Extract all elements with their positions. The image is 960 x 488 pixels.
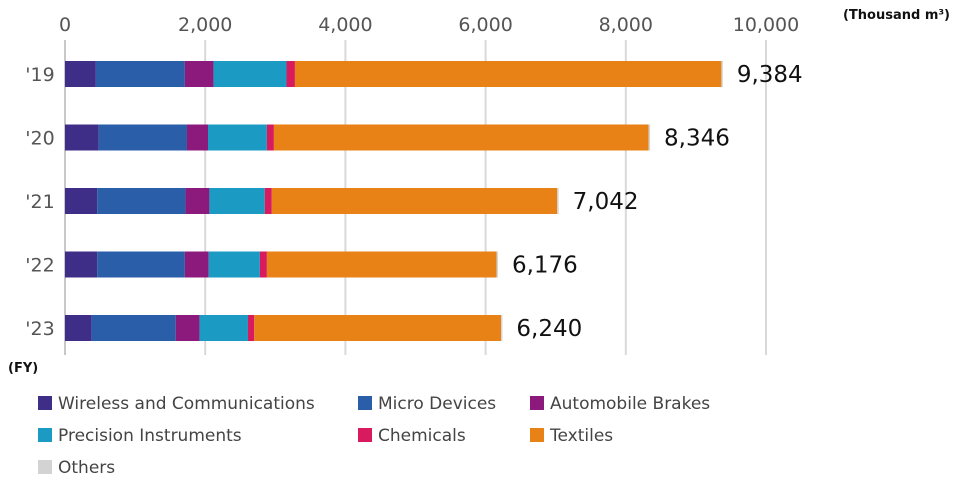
bar-segment <box>259 251 267 278</box>
legend-label: Automobile Brakes <box>550 394 710 414</box>
category-labels: '19 '20 '21 '22 '23 <box>25 64 54 340</box>
bar-segment <box>175 315 200 341</box>
bar-segment <box>273 124 649 151</box>
bar-segment <box>95 61 185 87</box>
x-tick-label: 2,000 <box>178 14 232 36</box>
x-tick-label: 4,000 <box>318 14 372 36</box>
category-label: '22 <box>25 255 54 277</box>
bar-segment <box>557 188 559 214</box>
bar-segment <box>186 124 209 151</box>
legend-label: Wireless and Communications <box>58 394 315 414</box>
bar-segment <box>209 188 265 214</box>
legend-swatch <box>38 428 52 442</box>
legend-item: Wireless and Communications <box>38 394 315 414</box>
bar-segment <box>496 251 498 278</box>
total-label: 7,042 <box>573 189 639 215</box>
legend-swatch <box>358 396 372 410</box>
bar-segment <box>184 251 209 278</box>
category-label: '20 <box>25 128 54 150</box>
bar-segment <box>208 124 267 151</box>
bar-segment <box>648 124 651 151</box>
total-label: 8,346 <box>664 126 730 152</box>
legend-item: Micro Devices <box>358 394 496 414</box>
bar-segment <box>264 188 272 214</box>
legend-item: Chemicals <box>358 426 466 446</box>
bar-segment <box>185 188 210 214</box>
legend-item: Automobile Brakes <box>530 394 710 414</box>
legend-item: Precision Instruments <box>38 426 242 446</box>
bar-segment <box>208 251 260 278</box>
bar-segment <box>91 315 176 341</box>
bar-segment <box>98 124 187 151</box>
bar-segment <box>213 61 287 87</box>
x-tick-label: 6,000 <box>458 14 512 36</box>
total-label: 6,176 <box>512 253 578 279</box>
bar-segment <box>266 124 274 151</box>
category-label: '21 <box>25 191 54 213</box>
legend-label: Textiles <box>549 426 613 446</box>
bar-segment <box>97 188 186 214</box>
legend: Wireless and Communications Micro Devices… <box>38 394 710 478</box>
category-label: '19 <box>25 64 54 86</box>
bar-segment <box>65 124 99 151</box>
bar-segment <box>501 315 503 341</box>
legend-swatch <box>530 428 544 442</box>
legend-label: Precision Instruments <box>58 426 242 446</box>
legend-label: Others <box>58 458 115 478</box>
fy-label: (FY) <box>8 361 38 376</box>
bar-segment <box>266 251 497 278</box>
bar-segment <box>184 61 214 87</box>
bars <box>65 61 723 341</box>
legend-swatch <box>38 460 52 474</box>
x-tick-label: 10,000 <box>733 14 799 36</box>
x-tick-label: 8,000 <box>599 14 653 36</box>
total-label: 6,240 <box>516 316 582 342</box>
legend-item: Others <box>38 458 115 478</box>
bar-segment <box>294 61 722 87</box>
bar-segment <box>65 315 92 341</box>
bar-segment <box>65 61 96 87</box>
bar-segment <box>247 315 255 341</box>
legend-swatch <box>358 428 372 442</box>
legend-label: Chemicals <box>378 426 466 446</box>
x-tick-labels: 0 2,000 4,000 6,000 8,000 10,000 <box>59 14 799 36</box>
bar-segment <box>271 188 558 214</box>
bar-segment <box>254 315 502 341</box>
legend-item: Textiles <box>530 426 613 446</box>
bar-segment <box>286 61 295 87</box>
bar-segment <box>721 61 723 87</box>
legend-swatch <box>38 396 52 410</box>
legend-swatch <box>530 396 544 410</box>
bar-segment <box>97 251 185 278</box>
bar-segment <box>199 315 248 341</box>
bar-segment <box>65 251 98 278</box>
total-labels: 9,384 8,346 7,042 6,176 6,240 <box>512 62 803 342</box>
bar-segment <box>65 188 98 214</box>
total-label: 9,384 <box>737 62 803 88</box>
x-tick-label: 0 <box>59 14 71 36</box>
category-label: '23 <box>25 318 54 340</box>
unit-label: (Thousand m³) <box>843 8 950 23</box>
legend-label: Micro Devices <box>378 394 496 414</box>
